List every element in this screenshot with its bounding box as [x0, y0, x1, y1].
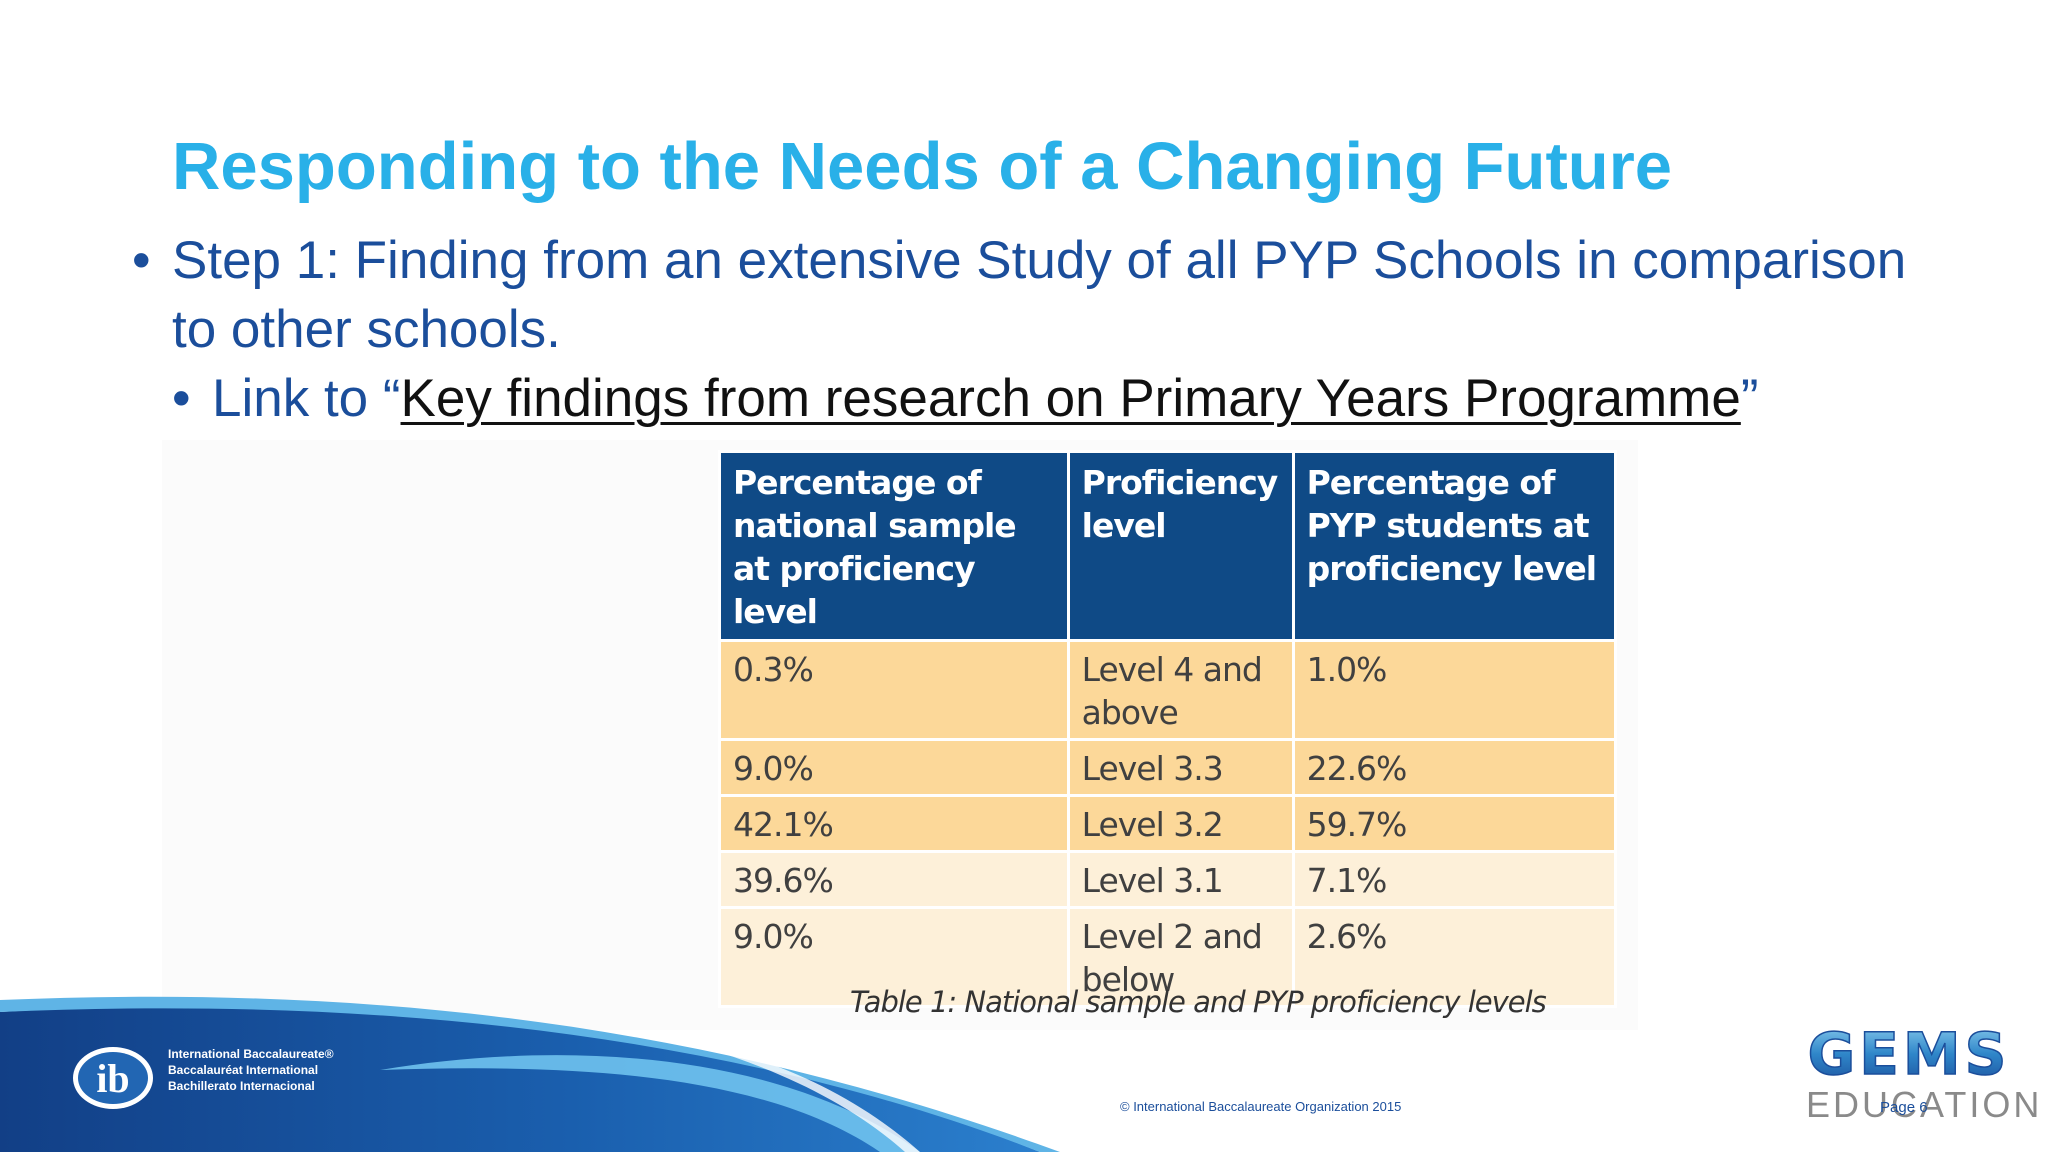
- cell-pyp: 59.7%: [1294, 797, 1614, 850]
- cell-level: Level 2 and below: [1069, 909, 1292, 1005]
- cell-national: 9.0%: [721, 741, 1067, 794]
- cell-national: 39.6%: [721, 853, 1067, 906]
- table-header-row: Percentage of national sample at profici…: [721, 453, 1614, 639]
- table-row: 0.3% Level 4 and above 1.0%: [721, 642, 1614, 738]
- cell-pyp: 1.0%: [1294, 642, 1614, 738]
- cell-national: 42.1%: [721, 797, 1067, 850]
- slide-title: Responding to the Needs of a Changing Fu…: [172, 129, 1673, 204]
- cell-level: Level 4 and above: [1069, 642, 1292, 738]
- bullet-list: • Step 1: Finding from an extensive Stud…: [132, 226, 1952, 433]
- gems-logo-icon: GEMS: [1807, 1026, 2011, 1080]
- copyright-text: © International Baccalaureate Organizati…: [1120, 1099, 1402, 1114]
- cell-level: Level 3.1: [1069, 853, 1292, 906]
- sub-bullet-suffix: ”: [1740, 369, 1759, 428]
- cell-pyp: 2.6%: [1294, 909, 1614, 1005]
- ib-line: International Baccalaureate®: [168, 1047, 334, 1061]
- ib-logo-text: ib: [96, 1056, 129, 1101]
- table-row: 39.6% Level 3.1 7.1%: [721, 853, 1614, 906]
- gems-education-word: EDUCATION: [1806, 1084, 2043, 1125]
- ib-line: Bachillerato Internacional: [168, 1079, 315, 1093]
- bullet-dot: •: [132, 231, 151, 290]
- cell-level: Level 3.3: [1069, 741, 1292, 794]
- cell-national: 0.3%: [721, 642, 1067, 738]
- header-national-sample: Percentage of national sample at profici…: [721, 453, 1067, 639]
- gems-logo-text: GEMS: [1808, 1026, 2011, 1080]
- cell-pyp: 7.1%: [1294, 853, 1614, 906]
- table-row: 9.0% Level 3.3 22.6%: [721, 741, 1614, 794]
- cell-pyp: 22.6%: [1294, 741, 1614, 794]
- table-row: 42.1% Level 3.2 59.7%: [721, 797, 1614, 850]
- cell-level: Level 3.2: [1069, 797, 1292, 850]
- cell-national: 9.0%: [721, 909, 1067, 1005]
- table-caption: Table 1: National sample and PYP profici…: [850, 985, 1547, 1019]
- sub-bullet-dot: •: [172, 369, 191, 428]
- bullet-text: Step 1: Finding from an extensive Study …: [172, 231, 1907, 359]
- ib-logo-icon: ib: [73, 1047, 153, 1109]
- table-row: 9.0% Level 2 and below 2.6%: [721, 909, 1614, 1005]
- sub-bullet-item: • Link to “Key findings from research on…: [172, 364, 1952, 433]
- header-proficiency-level: Proficiency level: [1069, 453, 1292, 639]
- bullet-item: • Step 1: Finding from an extensive Stud…: [132, 226, 1952, 364]
- sub-bullet-prefix: Link to “: [212, 369, 401, 428]
- ib-wordmark: International Baccalaureate® Baccalauréa…: [168, 1046, 334, 1094]
- page-number: Page 6: [1880, 1099, 1928, 1116]
- ib-line: Baccalauréat International: [168, 1063, 319, 1077]
- footer-swoosh: [0, 996, 1060, 1152]
- proficiency-table: Percentage of national sample at profici…: [718, 450, 1617, 1008]
- key-findings-link[interactable]: Key findings from research on Primary Ye…: [400, 369, 1741, 428]
- header-pyp-students: Percentage of PYP students at proficienc…: [1294, 453, 1614, 639]
